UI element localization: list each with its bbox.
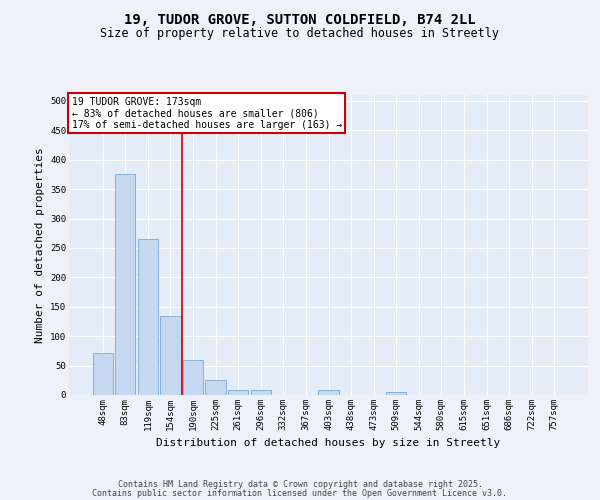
Bar [183,360,203,395]
Text: Contains HM Land Registry data © Crown copyright and database right 2025.: Contains HM Land Registry data © Crown c… [118,480,482,489]
Text: 19, TUDOR GROVE, SUTTON COLDFIELD, B74 2LL: 19, TUDOR GROVE, SUTTON COLDFIELD, B74 2… [124,12,476,26]
Bar [205,380,226,395]
Text: Contains public sector information licensed under the Open Government Licence v3: Contains public sector information licen… [92,489,508,498]
Bar [92,352,113,395]
Text: 19 TUDOR GROVE: 173sqm
← 83% of detached houses are smaller (806)
17% of semi-de: 19 TUDOR GROVE: 173sqm ← 83% of detached… [71,96,342,130]
Bar [319,390,338,395]
Text: Size of property relative to detached houses in Streetly: Size of property relative to detached ho… [101,28,499,40]
X-axis label: Distribution of detached houses by size in Streetly: Distribution of detached houses by size … [157,438,500,448]
Bar [251,390,271,395]
Y-axis label: Number of detached properties: Number of detached properties [35,147,44,343]
Bar [115,174,136,395]
Bar [386,392,406,395]
Bar [228,390,248,395]
Bar [138,239,158,395]
Bar [160,316,181,395]
